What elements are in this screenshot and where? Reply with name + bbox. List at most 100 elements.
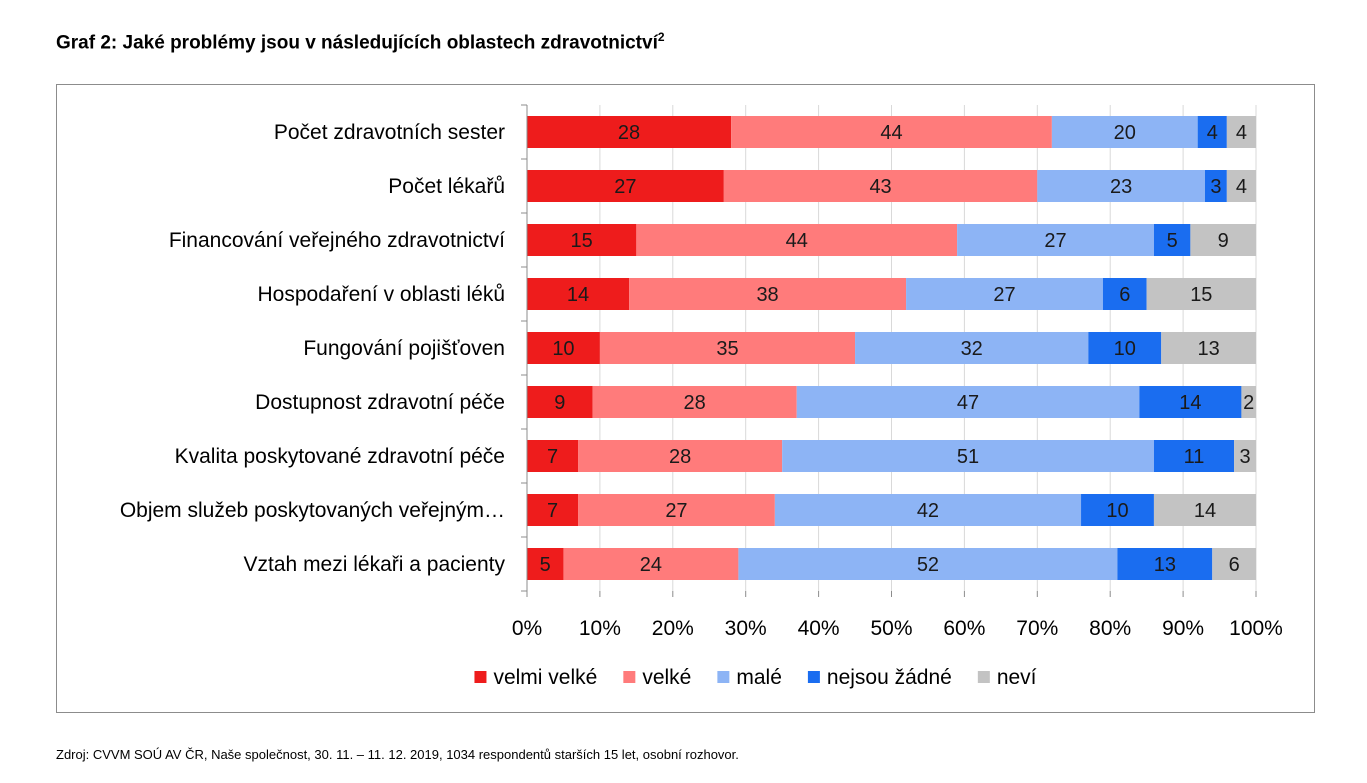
bar-segment	[1081, 494, 1154, 526]
bar-segment	[527, 386, 593, 418]
data-label: 42	[917, 500, 939, 522]
bar-segment	[1226, 170, 1256, 202]
chart-frame: Počet zdravotních sester 28 44 20 4 4 Počet lé…	[56, 84, 1315, 713]
legend-label: neví	[997, 666, 1037, 689]
data-label: 4	[1236, 176, 1247, 198]
bar-segment	[731, 116, 1052, 148]
bar-segment	[1153, 494, 1256, 526]
bar-segment	[527, 548, 564, 580]
bar-segment	[527, 278, 630, 310]
bar-segment	[527, 224, 637, 256]
bar-segment	[957, 224, 1154, 256]
legend-swatch	[474, 671, 487, 683]
x-tick-label: 90%	[1162, 617, 1204, 640]
data-label: 14	[1179, 392, 1201, 414]
data-label: 14	[1194, 500, 1216, 522]
category-label: Počet lékařů	[388, 175, 505, 198]
x-tick-label: 0%	[512, 617, 542, 640]
data-label: 7	[547, 446, 558, 468]
data-label: 7	[547, 500, 558, 522]
category-label: Vztah mezi lékaři a pacienty	[244, 553, 506, 576]
x-tick-label: 10%	[579, 617, 621, 640]
bar-segment	[563, 548, 739, 580]
data-label: 5	[1167, 230, 1178, 252]
bar-segment	[527, 116, 732, 148]
bar-segment	[1102, 278, 1147, 310]
bar-segment	[1204, 170, 1227, 202]
data-label: 27	[614, 176, 636, 198]
legend-label: velmi velké	[493, 666, 597, 689]
data-label: 44	[786, 230, 808, 252]
category-label: Dostupnost zdravotní péče	[255, 391, 505, 414]
data-label: 3	[1210, 176, 1221, 198]
data-label: 5	[540, 554, 551, 576]
x-tick-label: 60%	[943, 617, 985, 640]
bar-segment	[1212, 548, 1256, 580]
x-tick-label: 40%	[798, 617, 840, 640]
legend-label: nejsou žádné	[827, 666, 952, 689]
category-label: Fungování pojišťoven	[303, 337, 505, 360]
x-tick-label: 80%	[1089, 617, 1131, 640]
data-label: 32	[961, 338, 983, 360]
legend-label: velké	[642, 666, 691, 689]
bar-segment	[774, 494, 1082, 526]
data-label: 28	[618, 122, 640, 144]
category-label: Počet zdravotních sester	[274, 121, 505, 144]
data-label: 3	[1240, 446, 1251, 468]
data-label: 14	[567, 284, 589, 306]
bar-segment	[906, 278, 1103, 310]
bar-segment	[1241, 386, 1256, 418]
data-label: 38	[756, 284, 778, 306]
x-tick-label: 70%	[1016, 617, 1058, 640]
data-label: 28	[684, 392, 706, 414]
bar-segment	[527, 440, 579, 472]
x-tick-label: 50%	[870, 617, 912, 640]
legend-swatch	[977, 671, 990, 683]
data-label: 6	[1229, 554, 1240, 576]
data-label: 20	[1114, 122, 1136, 144]
legend-swatch	[717, 671, 730, 683]
data-label: 51	[957, 446, 979, 468]
data-label: 27	[993, 284, 1015, 306]
bar-segment	[527, 494, 579, 526]
category-label: Kvalita poskytované zdravotní péče	[175, 445, 505, 468]
data-label: 15	[571, 230, 593, 252]
data-label: 44	[880, 122, 902, 144]
bar-segment	[1226, 116, 1256, 148]
data-label: 4	[1207, 122, 1218, 144]
data-label: 35	[716, 338, 738, 360]
category-label: Hospodaření v oblasti léků	[258, 283, 505, 306]
bar-segment	[1190, 224, 1256, 256]
bar-segment	[1037, 170, 1205, 202]
data-label: 43	[869, 176, 891, 198]
bar-segment	[1197, 116, 1227, 148]
bar-segment	[599, 332, 856, 364]
bar-segment	[1139, 386, 1242, 418]
bar-segment	[636, 224, 958, 256]
data-label: 27	[1044, 230, 1066, 252]
data-label: 13	[1197, 338, 1219, 360]
legend-swatch	[623, 671, 636, 683]
bar-segment	[629, 278, 907, 310]
data-label: 10	[552, 338, 574, 360]
x-tick-label: 20%	[652, 617, 694, 640]
bar-segment	[1088, 332, 1162, 364]
data-label: 52	[917, 554, 939, 576]
data-label: 28	[669, 446, 691, 468]
bar-segment	[1146, 278, 1256, 310]
data-label: 23	[1110, 176, 1132, 198]
bar-segment	[1153, 440, 1235, 472]
data-label: 9	[1218, 230, 1229, 252]
bar-segment	[723, 170, 1038, 202]
bar-segment	[1234, 440, 1256, 472]
data-label: 47	[957, 392, 979, 414]
data-label: 15	[1190, 284, 1212, 306]
chart-title: Graf 2: Jaké problémy jsou v následující…	[56, 30, 665, 54]
bar-segment	[1153, 224, 1191, 256]
bar-segment	[592, 386, 797, 418]
data-label: 4	[1236, 122, 1247, 144]
legend-swatch	[807, 671, 820, 683]
x-tick-label: 100%	[1229, 617, 1283, 640]
bar-segment	[738, 548, 1118, 580]
data-label: 9	[554, 392, 565, 414]
